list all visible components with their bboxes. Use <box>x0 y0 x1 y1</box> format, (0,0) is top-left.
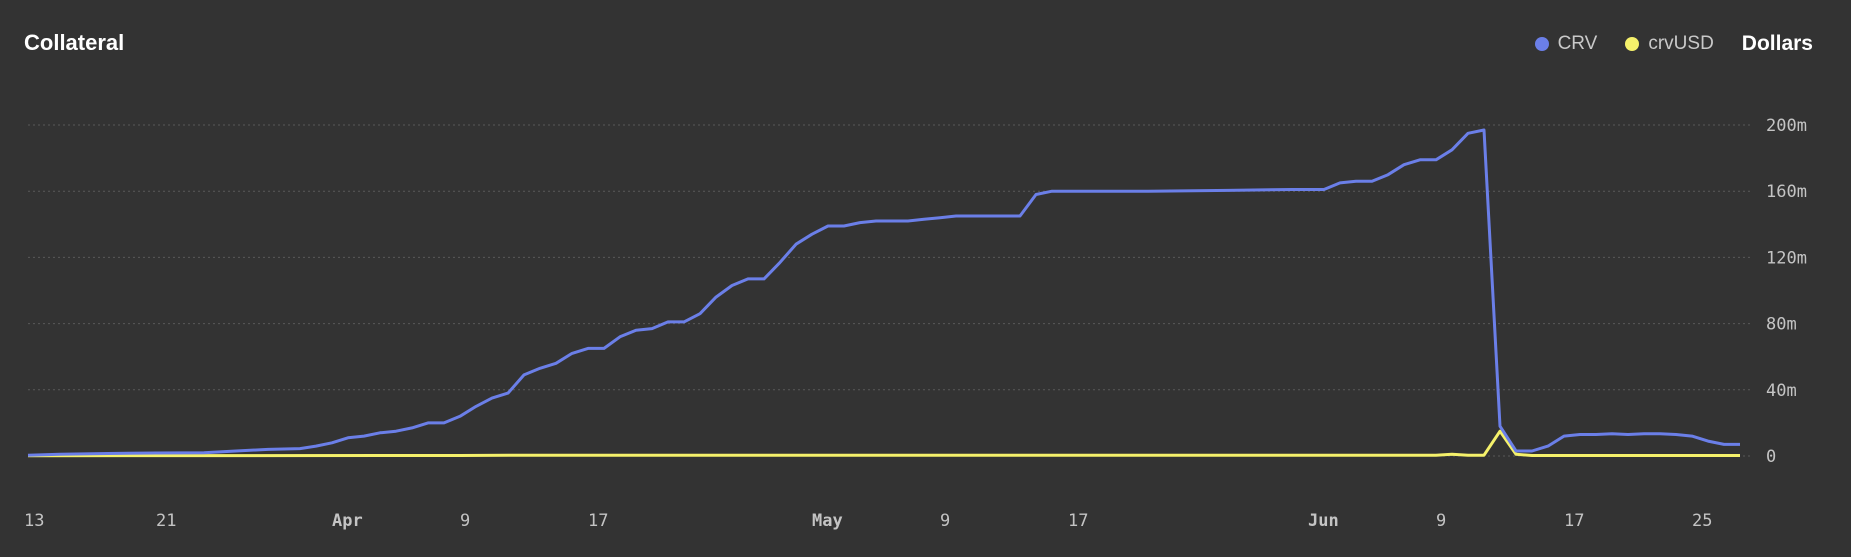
x-tick-label: 17 <box>1564 511 1584 531</box>
y-tick-label: 120m <box>1766 248 1807 268</box>
chart-title: Collateral <box>24 30 125 55</box>
unit-toggle-button[interactable]: Dollars <box>1741 32 1813 55</box>
y-tick-label: 200m <box>1766 116 1807 136</box>
y-axis: 200m 160m 120m 80m 40m 0 <box>1766 116 1807 467</box>
legend-label-crvusd: crvUSD <box>1648 33 1714 54</box>
legend-item-crv[interactable]: CRV <box>1534 33 1598 55</box>
x-tick-label: 9 <box>940 511 950 531</box>
x-axis: 13 21 Apr 9 17 May 9 17 Jun 9 17 25 <box>24 511 1712 531</box>
x-tick-label: 9 <box>460 511 470 531</box>
x-tick-label: 21 <box>156 511 176 531</box>
y-tick-label: 40m <box>1766 381 1797 401</box>
y-tick-label: 160m <box>1766 182 1807 202</box>
series-line-crvusd <box>27 429 1740 458</box>
x-tick-label: 25 <box>1692 511 1712 531</box>
circle-icon <box>1534 37 1549 51</box>
y-tick-label: 0 <box>1766 447 1776 467</box>
legend-item-crvusd[interactable]: crvUSD <box>1625 33 1714 55</box>
series-lines <box>27 128 1740 458</box>
x-tick-label: May <box>812 511 843 531</box>
x-tick-label: 13 <box>24 511 44 531</box>
x-tick-label: 17 <box>588 511 608 531</box>
x-tick-label: 9 <box>1436 511 1446 531</box>
legend: CRV crvUSD Dollars <box>1534 32 1813 56</box>
legend-label-crv: CRV <box>1557 33 1598 54</box>
series-line-crv <box>27 128 1740 457</box>
x-tick-label: 17 <box>1068 511 1088 531</box>
y-tick-label: 80m <box>1766 315 1797 335</box>
x-tick-label: Jun <box>1308 511 1339 531</box>
x-tick-label: Apr <box>332 511 363 531</box>
circle-icon <box>1625 37 1640 51</box>
